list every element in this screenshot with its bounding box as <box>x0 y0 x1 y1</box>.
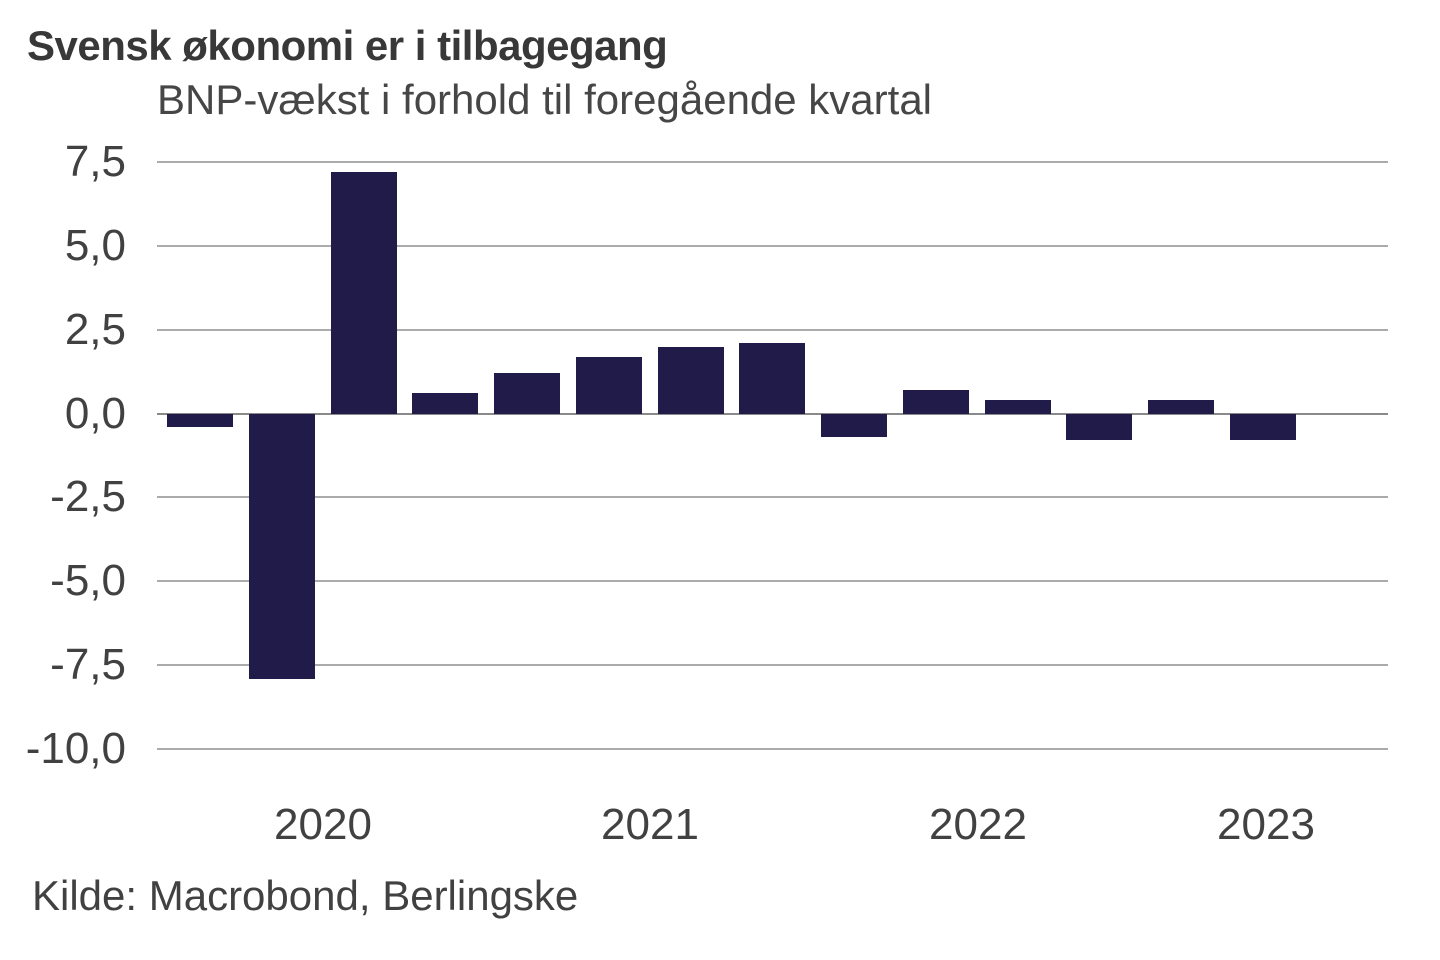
gridline <box>157 161 1388 164</box>
chart-title: Svensk økonomi er i tilbagegang <box>27 22 668 69</box>
bar-2023-q2 <box>1230 413 1296 441</box>
y-axis-label: 5,0 <box>64 220 126 270</box>
y-axis-label: 2,5 <box>64 304 126 354</box>
y-axis-label: 7,5 <box>64 137 126 187</box>
y-axis-label: -10,0 <box>25 724 126 774</box>
bar-2022-q2 <box>903 390 969 414</box>
source-caption: Kilde: Macrobond, Berlingske <box>32 872 579 919</box>
chart-subtitle: BNP-vækst i forhold til foregående kvart… <box>157 76 933 123</box>
gridline <box>157 328 1388 331</box>
bar-2021-q1 <box>494 373 560 414</box>
gridline <box>157 580 1388 583</box>
bar-2022-q3 <box>985 400 1051 414</box>
x-axis-label-2021: 2021 <box>601 800 699 849</box>
bar-2020-q4 <box>412 393 478 414</box>
x-axis-label-2022: 2022 <box>929 800 1027 849</box>
gridline <box>157 496 1388 499</box>
x-axis-label-2020: 2020 <box>274 800 372 849</box>
bar-2020-q2 <box>249 413 315 679</box>
y-axis-label: -7,5 <box>50 640 126 690</box>
bar-2022-q1 <box>821 413 887 438</box>
y-axis-label: -2,5 <box>50 472 126 522</box>
bar-2020-q3 <box>331 172 397 414</box>
gridline <box>157 244 1388 247</box>
bar-2022-q4 <box>1066 413 1132 441</box>
gridline <box>157 748 1388 751</box>
bar-2021-q2 <box>576 356 642 414</box>
y-axis-label: 0,0 <box>64 388 126 438</box>
y-axis-label: -5,0 <box>50 556 126 606</box>
bar-2021-q3 <box>658 346 724 414</box>
zero-gridline <box>157 412 1388 415</box>
x-axis-label-2023: 2023 <box>1217 800 1315 849</box>
gridline <box>157 664 1388 667</box>
bar-2021-q4 <box>739 343 805 414</box>
bar-2020-q1 <box>167 413 233 427</box>
bar-2023-q1 <box>1148 400 1214 414</box>
